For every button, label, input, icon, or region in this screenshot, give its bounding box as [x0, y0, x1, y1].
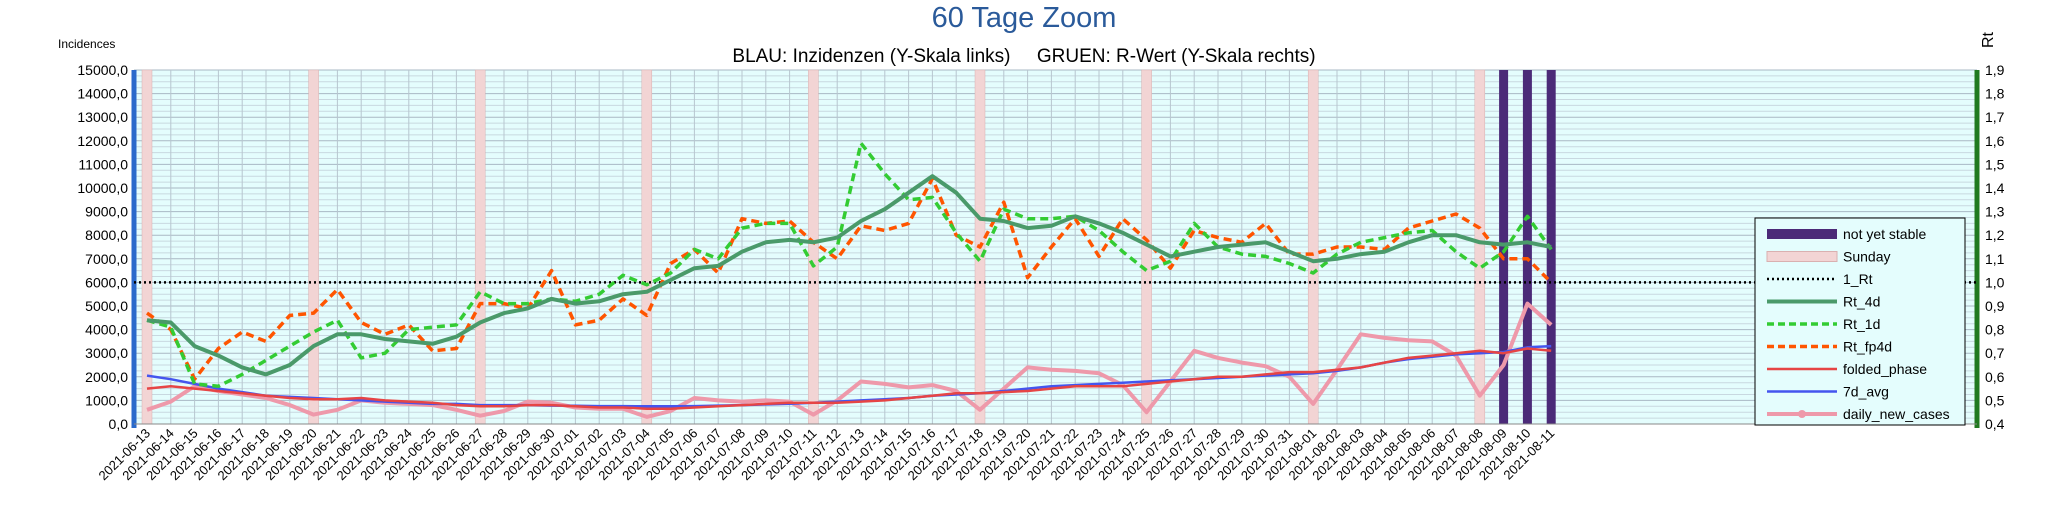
right-tick-label: 1,7: [1985, 109, 2005, 125]
sunday-bar: [308, 69, 319, 425]
series-Rt-4d: [146, 174, 1552, 377]
legend-swatch: [1767, 229, 1837, 239]
right-tick-label: 1,4: [1985, 180, 2005, 196]
chart-subtitle: BLAU: Inzidenzen (Y-Skala links) GRUEN: …: [732, 46, 1315, 67]
left-tick-label: 2000,0: [85, 369, 128, 385]
not-yet-stable-bar: [1499, 70, 1509, 424]
legend-label: not yet stable: [1843, 226, 1926, 242]
right-tick-label: 1,5: [1985, 156, 2005, 172]
legend-label: Sunday: [1843, 249, 1890, 265]
left-tick-label: 3000,0: [85, 345, 128, 361]
series-folded-phase: [146, 347, 1552, 410]
legend-label: Rt_fp4d: [1843, 339, 1892, 355]
sunday-bar: [641, 69, 653, 425]
left-tick-label: 11000,0: [78, 156, 128, 172]
right-tick-label: 1,0: [1985, 274, 2005, 290]
left-tick-label: 15000,0: [77, 62, 128, 78]
left-tick-label: 0,0: [109, 416, 129, 432]
right-tick-label: 1,6: [1985, 133, 2005, 149]
left-tick-label: 12000,0: [77, 133, 128, 149]
left-tick-label: 1000,0: [85, 392, 128, 408]
left-tick-label: 7000,0: [85, 251, 128, 267]
right-tick-label: 0,8: [1985, 322, 2005, 338]
right-tick-label: 0,5: [1985, 392, 2005, 408]
sunday-bar: [808, 69, 819, 425]
right-tick-label: 1,8: [1985, 86, 2005, 102]
sunday-bar: [141, 69, 153, 425]
legend: not yet stable Sunday 1_Rt Rt_4d Rt_1d Rt_fp4…: [1754, 217, 1966, 426]
right-tick-label: 0,7: [1985, 345, 2005, 361]
legend-label: 7d_avg: [1843, 384, 1889, 400]
series-Rt-fp4d: [146, 176, 1553, 381]
right-tick-label: 0,6: [1985, 369, 2005, 385]
left-axis-label: Incidences: [58, 37, 115, 51]
left-tick-label: 14000,0: [77, 86, 128, 102]
legend-label: folded_phase: [1843, 361, 1927, 377]
left-tick-label: 13000,0: [77, 109, 128, 125]
left-tick-label: 8000,0: [85, 227, 128, 243]
plot-area: 0,0 1000,0 2000,0 3000,0 4000,0 5000,0 6000,0 7…: [77, 62, 2004, 483]
sunday-bar: [1474, 69, 1486, 425]
left-tick-label: 4000,0: [85, 322, 128, 338]
right-axis-label: Rt: [1980, 31, 1997, 48]
legend-marker: [1798, 410, 1806, 418]
legend-label: Rt_4d: [1843, 294, 1880, 310]
right-tick-label: 0,9: [1985, 298, 2005, 314]
legend-label: Rt_1d: [1843, 316, 1880, 332]
right-tick-label: 1,9: [1985, 62, 2005, 78]
right-tick-label: 0,4: [1985, 416, 2005, 432]
left-tick-label: 5000,0: [85, 298, 128, 314]
left-tick-label: 6000,0: [85, 274, 128, 290]
left-tick-label: 9000,0: [85, 204, 128, 220]
right-tick-label: 1,3: [1985, 204, 2005, 220]
chart-title: 60 Tage Zoom: [932, 2, 1117, 34]
right-tick-label: 1,2: [1985, 227, 2005, 243]
not-yet-stable-bar: [1522, 70, 1532, 424]
left-tick-label: 10000,0: [77, 180, 128, 196]
legend-label: 1_Rt: [1843, 271, 1873, 287]
legend-label: daily_new_cases: [1843, 406, 1950, 422]
legend-swatch: [1766, 251, 1838, 262]
sunday-bar: [474, 69, 486, 425]
right-tick-label: 1,1: [1985, 251, 2005, 267]
